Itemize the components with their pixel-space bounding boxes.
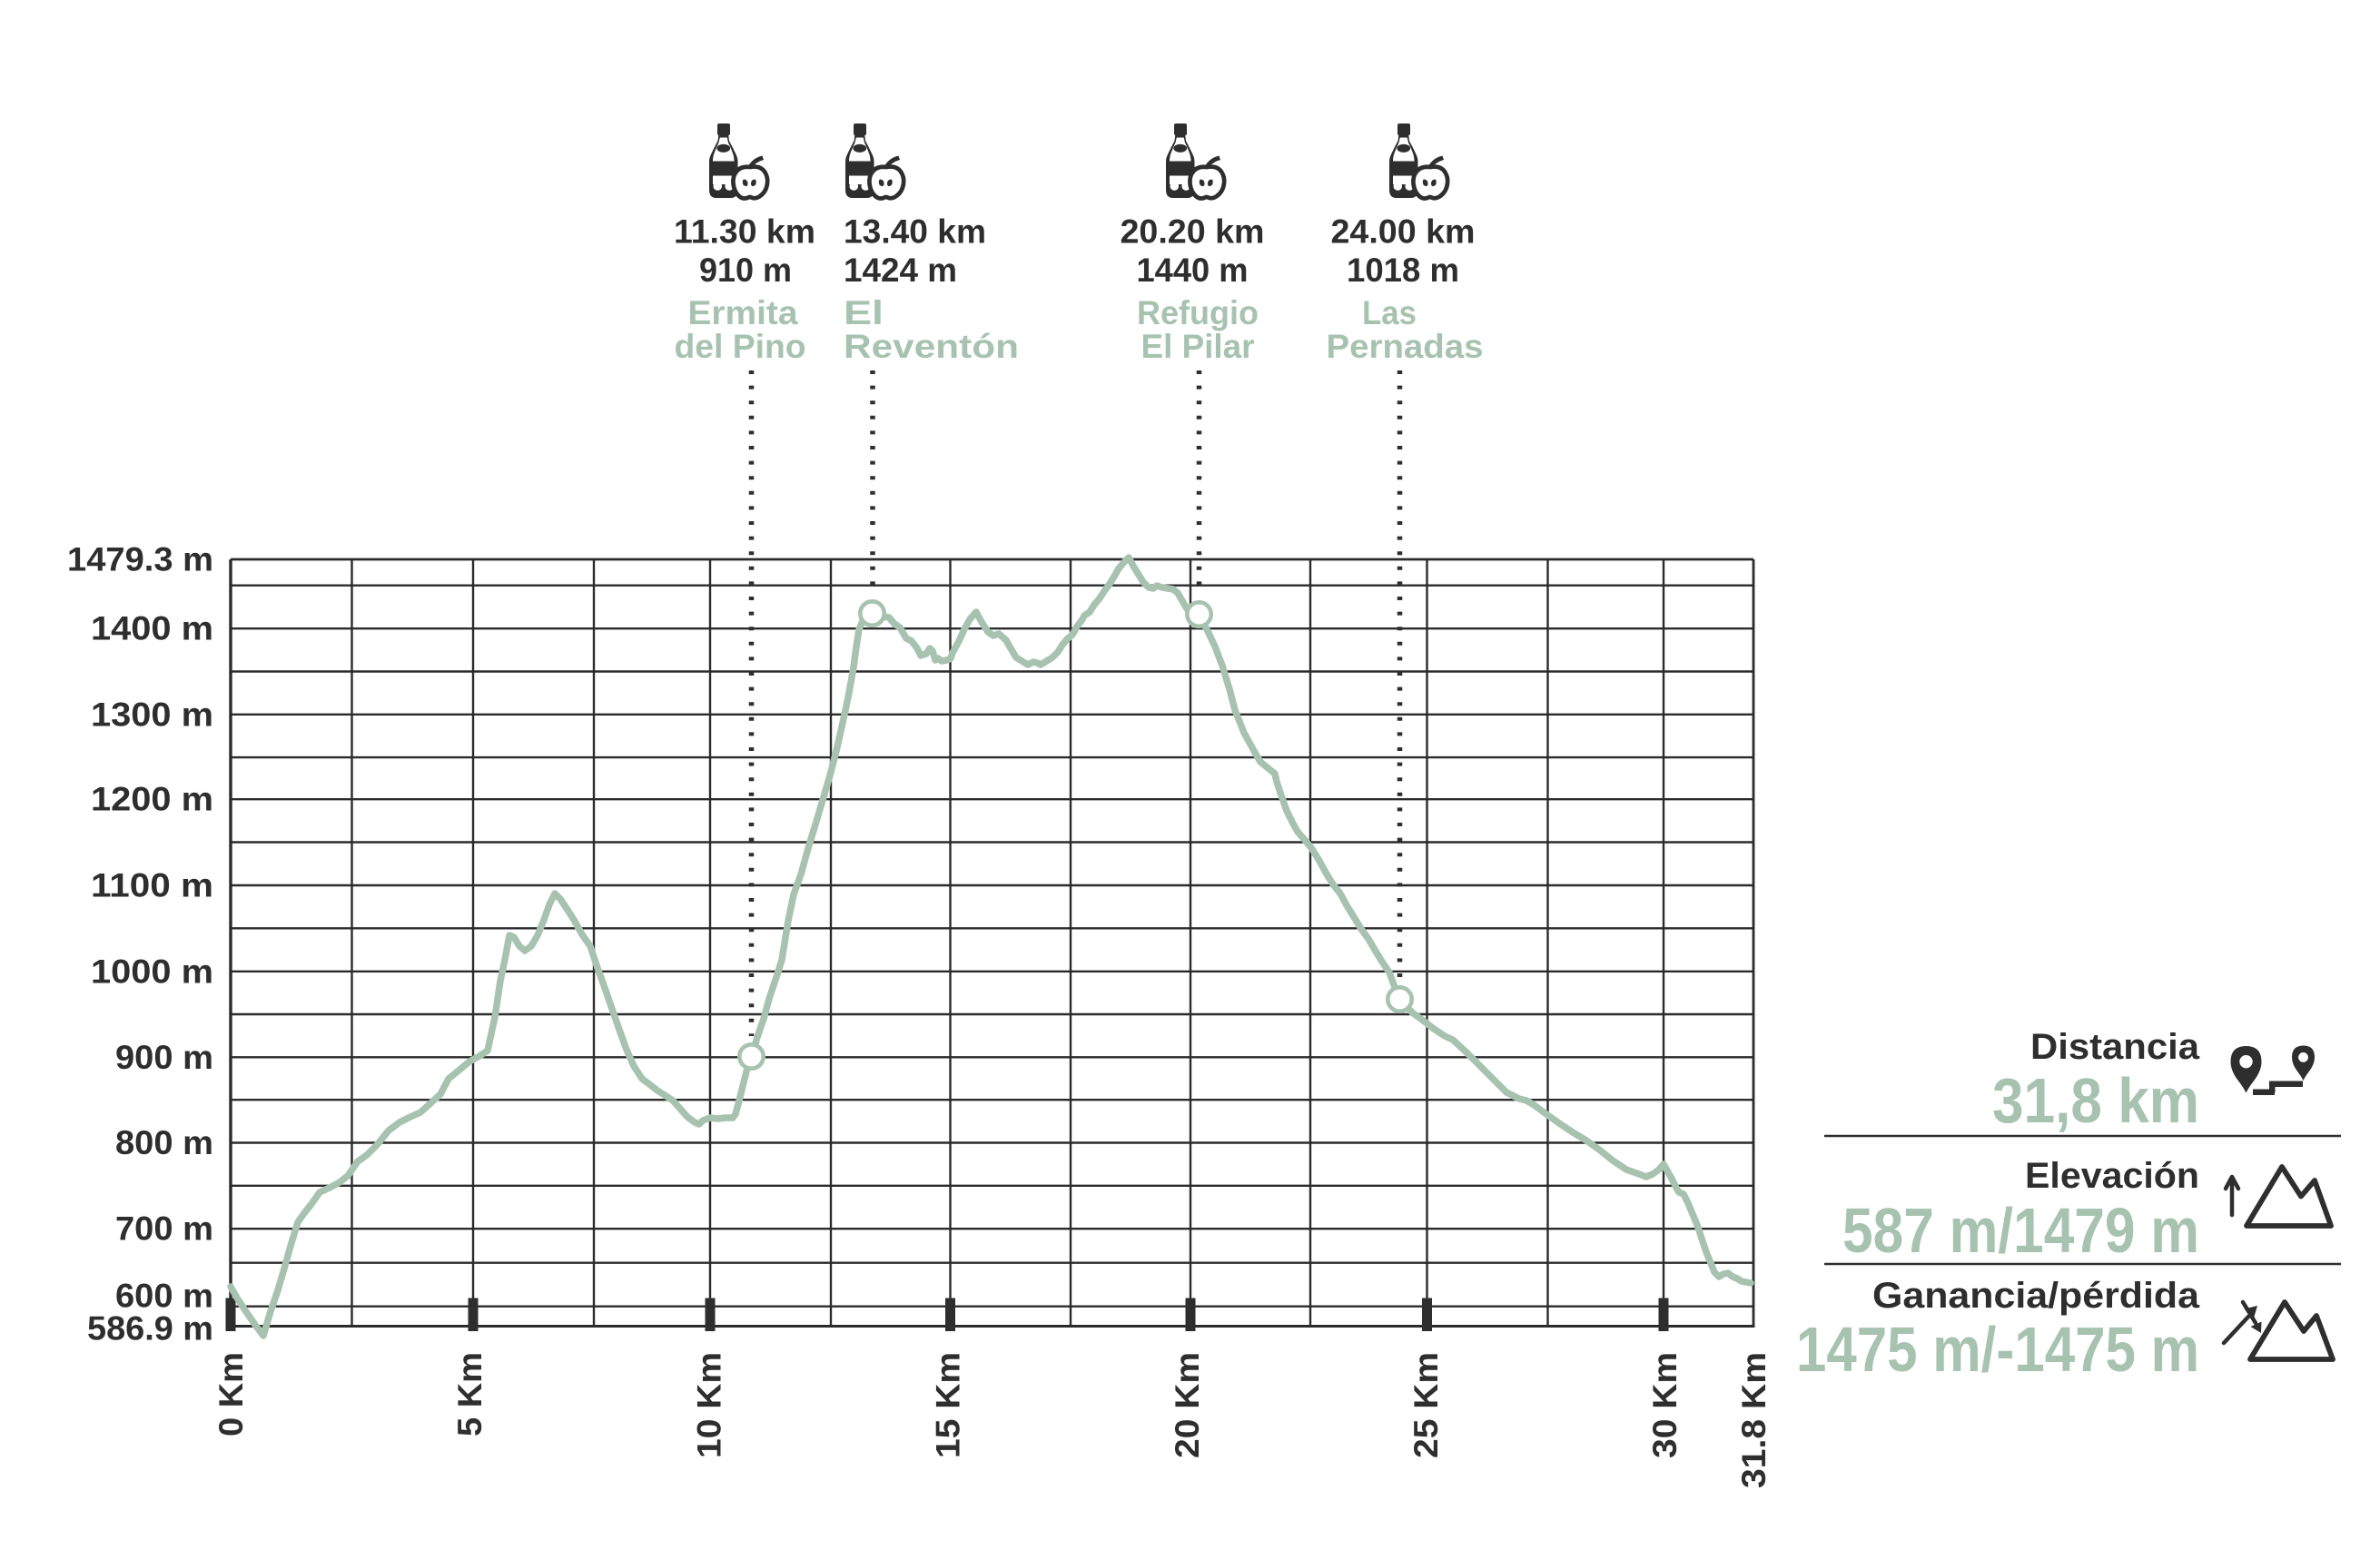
svg-text:1018 m: 1018 m — [1347, 252, 1459, 289]
svg-text:1200 m: 1200 m — [91, 781, 213, 818]
svg-text:586.9 m: 586.9 m — [87, 1310, 213, 1348]
svg-text:31.8 Km: 31.8 Km — [1735, 1352, 1773, 1488]
svg-text:20 Km: 20 Km — [1169, 1352, 1206, 1458]
svg-text:El: El — [844, 294, 884, 331]
svg-text:del Pino: del Pino — [675, 328, 806, 365]
svg-text:25 Km: 25 Km — [1407, 1352, 1445, 1458]
svg-text:587 m/1479 m: 587 m/1479 m — [1842, 1195, 2199, 1266]
svg-text:Refugio: Refugio — [1137, 294, 1259, 331]
svg-text:30 Km: 30 Km — [1646, 1352, 1684, 1458]
svg-text:700 m: 700 m — [115, 1210, 213, 1248]
svg-text:1100 m: 1100 m — [91, 867, 213, 904]
svg-text:Las: Las — [1362, 294, 1417, 331]
svg-text:31,8 km: 31,8 km — [1992, 1065, 2199, 1136]
svg-text:600 m: 600 m — [115, 1278, 213, 1315]
svg-text:Reventón: Reventón — [844, 328, 1019, 365]
svg-text:0 Km: 0 Km — [212, 1352, 250, 1437]
svg-text:1479.3 m: 1479.3 m — [67, 541, 213, 578]
svg-text:Ganancia/pérdida: Ganancia/pérdida — [1872, 1276, 2200, 1316]
svg-text:Elevación: Elevación — [2025, 1156, 2199, 1196]
svg-text:800 m: 800 m — [115, 1124, 213, 1161]
svg-text:10 Km: 10 Km — [690, 1352, 727, 1458]
svg-text:1440 m: 1440 m — [1137, 252, 1249, 289]
svg-text:Distancia: Distancia — [2030, 1027, 2200, 1067]
svg-text:1424 m: 1424 m — [844, 252, 957, 289]
svg-text:Pernadas: Pernadas — [1327, 328, 1484, 365]
svg-text:11.30 km: 11.30 km — [674, 213, 815, 251]
svg-text:1300 m: 1300 m — [91, 696, 213, 733]
svg-text:13.40 km: 13.40 km — [844, 213, 986, 251]
svg-text:910 m: 910 m — [699, 252, 792, 289]
svg-text:Ermita: Ermita — [688, 294, 798, 331]
svg-text:5 Km: 5 Km — [451, 1352, 489, 1437]
svg-text:El Pilar: El Pilar — [1141, 328, 1255, 365]
svg-text:15 Km: 15 Km — [930, 1352, 967, 1458]
svg-text:900 m: 900 m — [115, 1039, 213, 1076]
svg-text:24.00 km: 24.00 km — [1331, 213, 1476, 251]
svg-text:1475 m/-1475 m: 1475 m/-1475 m — [1796, 1314, 2199, 1385]
svg-text:1000 m: 1000 m — [91, 953, 213, 990]
svg-text:1400 m: 1400 m — [91, 610, 213, 647]
svg-text:20.20 km: 20.20 km — [1121, 213, 1265, 251]
